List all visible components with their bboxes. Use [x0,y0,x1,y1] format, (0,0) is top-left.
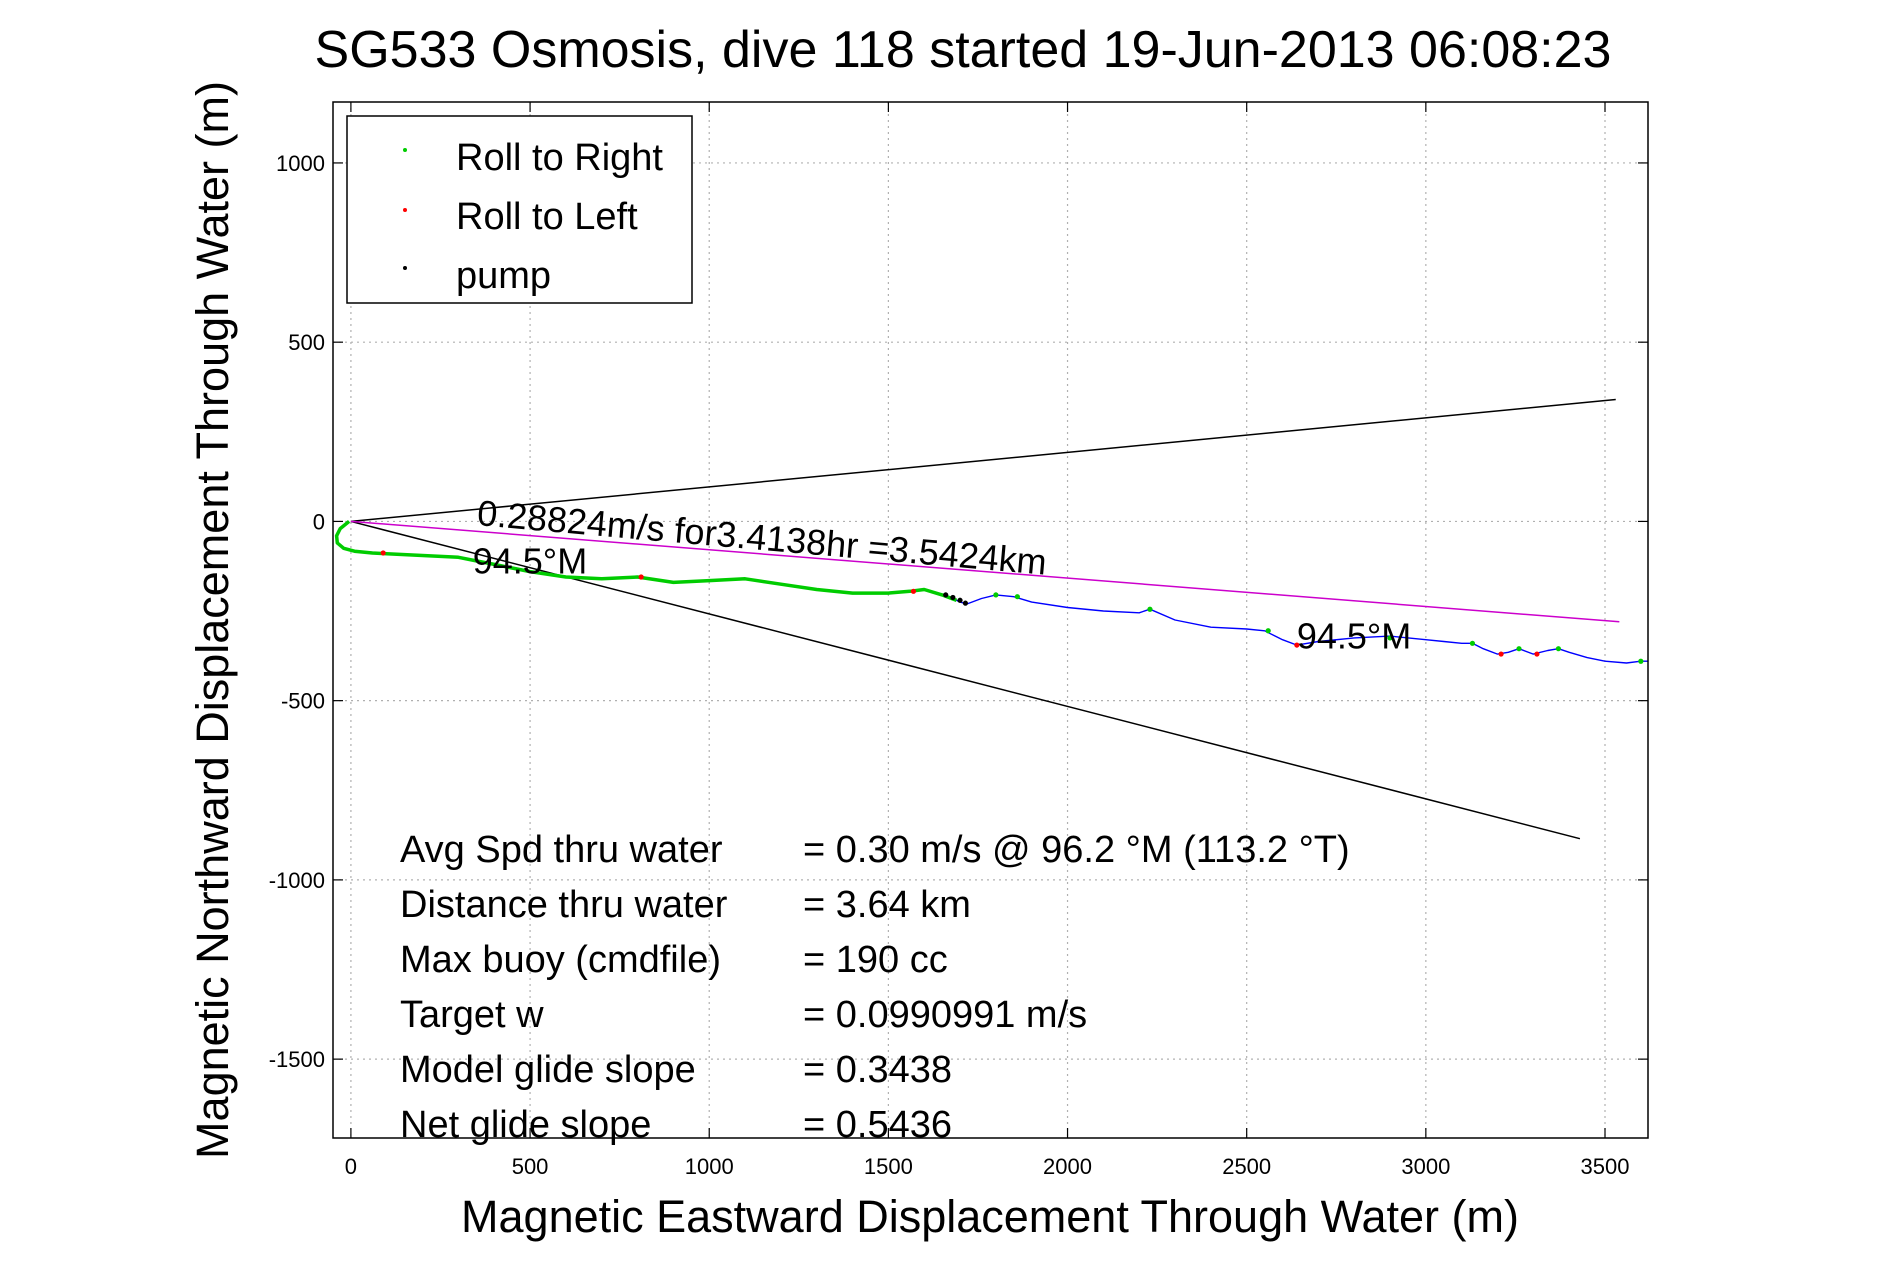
y-tick-label: 500 [288,330,325,355]
stat-label: Distance thru water [400,884,728,926]
roll-right-marker [1469,640,1476,646]
legend-label-roll-right: Roll to Right [456,137,663,179]
x-tick-label: 2500 [1222,1154,1271,1179]
roll-right-marker [1387,635,1393,641]
roll-left-marker [1294,642,1300,648]
annotations: 0.28824m/s for3.4138hr =3.5424km94.5°M94… [473,492,1412,657]
annotation-text: 94.5°M [1297,616,1411,657]
pump-marker [950,594,956,601]
roll-left-marker [1534,651,1540,657]
legend: Roll to Right Roll to Left pump [346,115,693,304]
legend-marker-roll-right [403,148,407,152]
x-tick-label: 3000 [1401,1154,1450,1179]
roll-left-marker [638,574,644,580]
legend-label-pump: pump [456,255,551,297]
stat-label: Target w [400,994,544,1036]
legend-marker-roll-left [403,208,407,212]
roll-left-marker [1498,651,1504,657]
stat-label: Model glide slope [400,1049,696,1091]
x-tick-label: 0 [345,1154,357,1179]
pump-marker [962,600,969,606]
pump-marker [943,592,949,598]
stat-value: = 0.5436 [803,1104,952,1146]
roll-right-marker [1014,594,1020,600]
y-tick-label: 1000 [276,151,325,176]
legend-label-roll-left: Roll to Left [456,196,638,238]
stat-label: Avg Spd thru water [400,829,723,871]
y-tick-label: -500 [281,689,325,714]
roll-right-marker [1147,606,1153,612]
annotation-text: 94.5°M [473,540,587,581]
x-tick-label: 1000 [685,1154,734,1179]
stat-value: = 190 cc [803,939,948,981]
roll-right-marker [993,592,999,598]
roll-right-marker [1638,658,1644,664]
y-axis-label: Magnetic Northward Displacement Through … [187,81,238,1159]
stats-block: Avg Spd thru water = 0.30 m/s @ 96.2 °M (… [400,829,1350,1146]
stat-value: = 3.64 km [803,884,971,926]
x-axis-label: Magnetic Eastward Displacement Through W… [461,1191,1519,1242]
x-tick-label: 1500 [864,1154,913,1179]
x-tick-label: 500 [512,1154,549,1179]
plot-frame [332,101,1649,1139]
upper-cone-line [350,398,1616,523]
y-tick-label: -1500 [269,1047,325,1072]
legend-marker-pump [403,266,407,270]
stat-value: = 0.3438 [803,1049,952,1091]
y-tick-label: 0 [313,509,325,534]
stat-label: Max buoy (cmdfile) [400,939,721,981]
stat-value: = 0.0990991 m/s [803,994,1087,1036]
data-series [334,520,1648,664]
roll-left-marker [910,588,917,594]
reference-lines [350,398,1620,840]
speed-vector-line [350,520,1620,623]
stat-value: = 0.30 m/s @ 96.2 °M (113.2 °T) [803,829,1350,871]
data-markers [380,550,1644,664]
pump-marker [957,597,963,603]
stat-label: Net glide slope [400,1104,651,1146]
roll-right-marker [1265,628,1271,634]
axis-ticks: 0 500 1000 1500 2000 2500 3000 3500 -1500 -1000 -5… [269,102,1648,1179]
x-tick-label: 2000 [1043,1154,1092,1179]
roll-left-marker [380,550,386,556]
y-tick-label: -1000 [269,868,325,893]
x-tick-label: 3500 [1581,1154,1630,1179]
roll-right-track-line [334,520,958,602]
roll-right-marker [1516,646,1522,652]
roll-right-marker [1555,646,1562,652]
chart-title: SG533 Osmosis, dive 118 started 19-Jun-2… [315,21,1612,79]
